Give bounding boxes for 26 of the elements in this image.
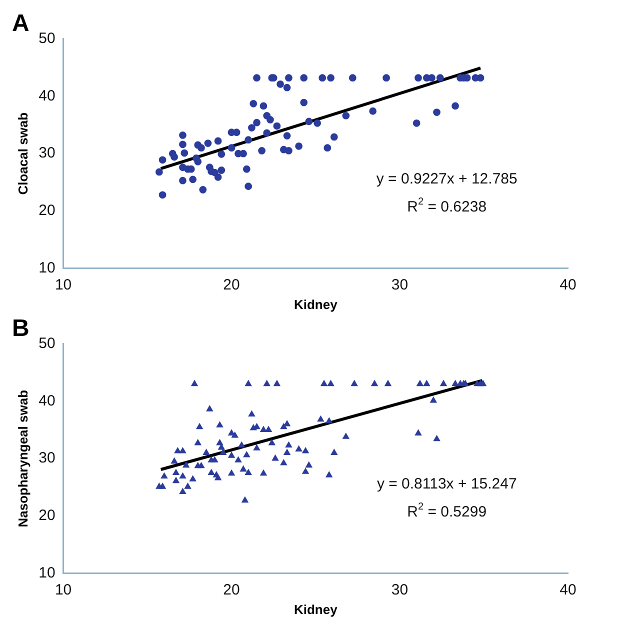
x-tick-label: 30 [391,582,408,599]
y-tick-label: 50 [38,334,56,352]
x-axis-title: Kidney [294,602,338,617]
x-tick-label: 40 [560,582,576,599]
x-tick-label: 20 [223,276,240,294]
x-tick-label: 40 [560,276,576,294]
y-tick-label: 10 [38,564,56,582]
y-tick-label: 30 [38,450,56,467]
annotation: y = 0.9227x + 12.785 [376,170,518,188]
y-tick-label: 40 [38,392,56,410]
y-tick-label: 10 [38,260,56,277]
annotation: y = 0.8113x + 15.247 [376,475,517,492]
y-axis-title: Cloacal swab [15,112,30,195]
chart-title: A [12,10,30,38]
x-tick-label: 10 [54,582,72,599]
x-tick-label: 30 [391,276,408,294]
x-tick-label: 10 [54,276,72,294]
y-tick-label: 20 [38,507,56,524]
chart-title: B [12,315,30,342]
y-tick-label: 40 [38,87,56,104]
y-axis-title: Nasopharyngeal swab [15,390,30,528]
y-tick-label: 50 [38,30,56,47]
y-tick-label: 20 [38,202,56,220]
x-tick-label: 20 [223,582,240,599]
x-axis-title: Kidney [294,296,338,312]
y-tick-label: 30 [38,144,56,162]
